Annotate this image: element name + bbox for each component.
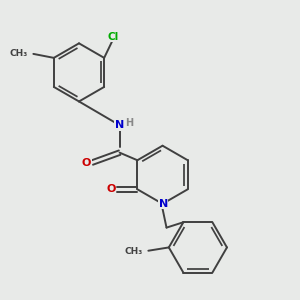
Text: CH₃: CH₃ — [9, 50, 27, 58]
Text: H: H — [125, 118, 133, 128]
Text: Cl: Cl — [107, 32, 119, 42]
Text: N: N — [115, 120, 124, 130]
Text: O: O — [106, 184, 116, 194]
Text: N: N — [159, 199, 168, 209]
Text: O: O — [82, 158, 91, 168]
Text: CH₃: CH₃ — [124, 247, 142, 256]
